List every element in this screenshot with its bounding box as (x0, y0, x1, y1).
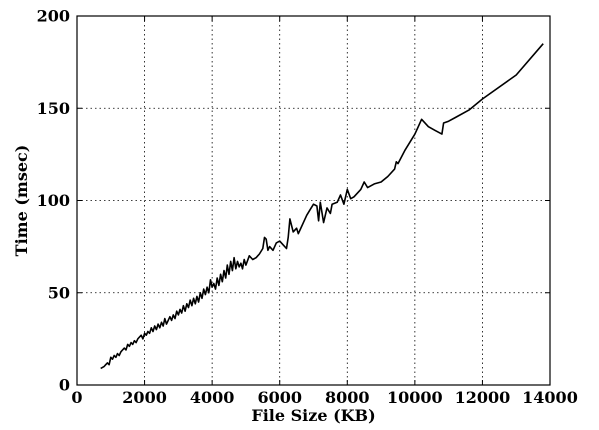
plot-frame (76, 15, 551, 386)
x-tick-label: 2000 (122, 388, 167, 407)
grid (77, 16, 550, 385)
x-tick-label: 6000 (257, 388, 302, 407)
x-tick-label: 8000 (325, 388, 370, 407)
x-axis-title: File Size (KB) (251, 406, 375, 425)
series-group (100, 43, 544, 370)
x-tick-labels: 0 2000 4000 6000 8000 10000 12000 14000 (71, 388, 577, 407)
x-tick-label: 14000 (522, 388, 578, 407)
x-tick-label: 10000 (387, 388, 443, 407)
y-tick-labels: 0 50 100 150 200 (37, 7, 70, 395)
x-tick-label: 4000 (190, 388, 235, 407)
y-tick-label: 150 (37, 99, 70, 118)
ticks (76, 15, 551, 386)
y-tick-label: 50 (48, 283, 70, 302)
series-line (100, 43, 544, 370)
x-tick-label: 0 (71, 388, 82, 407)
y-axis-title: Time (msec) (12, 145, 31, 257)
y-tick-label: 0 (59, 376, 70, 395)
y-tick-label: 100 (37, 191, 70, 210)
x-tick-label: 12000 (455, 388, 511, 407)
y-tick-label: 200 (37, 7, 70, 26)
